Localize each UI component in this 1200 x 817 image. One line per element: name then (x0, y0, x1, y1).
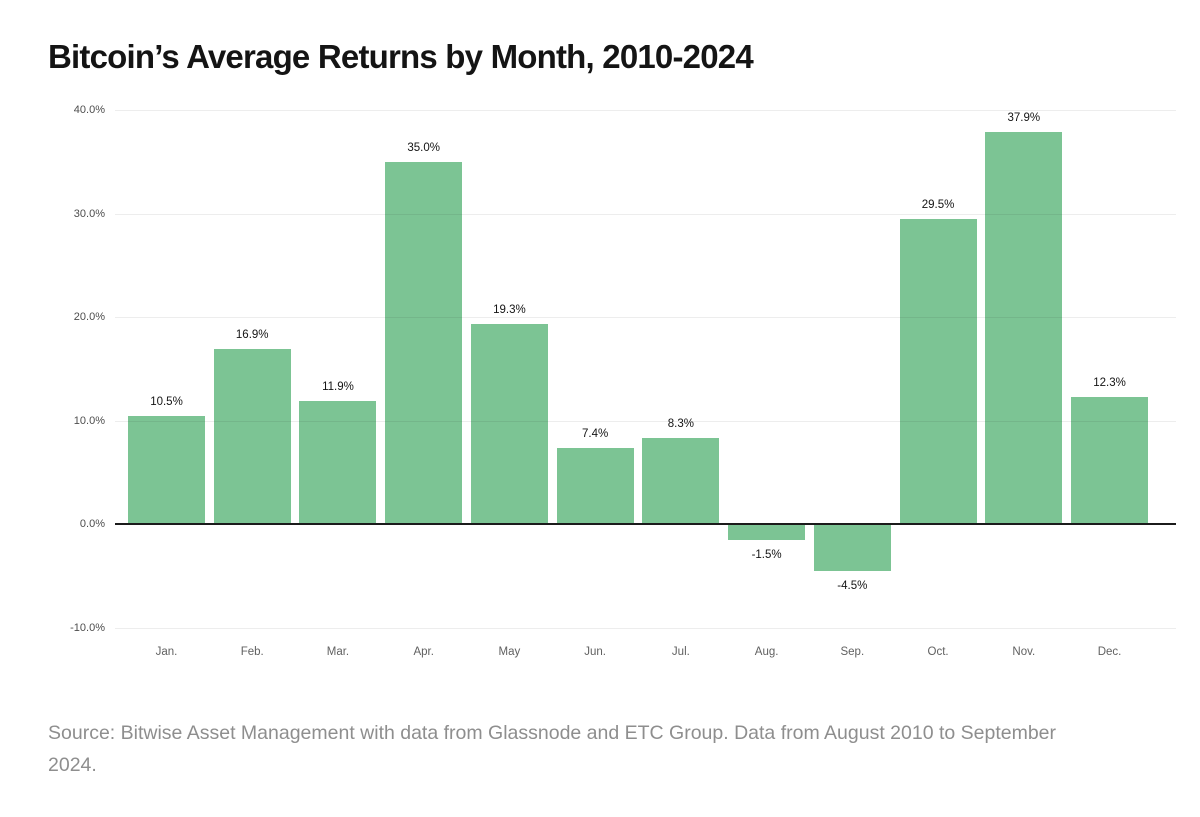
gridline-10 (115, 420, 1176, 422)
value-label-may: 19.3% (493, 304, 526, 317)
month-label-apr: Apr. (413, 646, 434, 658)
y-axis-tick-label: 40.0% (73, 104, 105, 116)
month-label-sep: Sep. (840, 646, 865, 658)
chart-title: Bitcoin’s Average Returns by Month, 2010… (48, 38, 754, 75)
value-label-apr: 35.0% (407, 141, 440, 154)
bar-jul (642, 438, 720, 525)
y-axis-tick-label: 10.0% (73, 414, 105, 427)
value-label-dec: 12.3% (1093, 376, 1126, 389)
bar-apr (385, 161, 463, 525)
bar-dec (1071, 396, 1149, 525)
month-label-may: May (498, 646, 521, 658)
x-axis-zero-line (115, 523, 1176, 526)
value-label-aug: -1.5% (751, 548, 782, 561)
value-label-jul: 8.3% (667, 418, 694, 431)
bar-jan (128, 415, 205, 525)
bar-aug (728, 524, 806, 540)
value-label-feb: 16.9% (235, 329, 269, 342)
gridline--10 (115, 628, 1176, 629)
y-axis-tick-label: 30.0% (73, 207, 105, 220)
month-label-aug: Aug. (754, 646, 779, 658)
value-label-oct: 29.5% (921, 198, 955, 211)
y-axis-tick-label: 20.0% (73, 311, 105, 324)
month-label-feb: Feb. (240, 646, 264, 658)
value-label-nov: 37.9% (1007, 111, 1041, 124)
bar-sep (813, 524, 891, 571)
month-label-jul: Jul. (671, 646, 690, 658)
value-label-sep: -4.5% (837, 580, 868, 593)
month-label-oct: Oct. (927, 646, 949, 658)
bar-feb (213, 349, 291, 525)
gridline-20 (115, 317, 1176, 319)
bar-mar (299, 401, 377, 525)
bar-nov (985, 131, 1063, 525)
month-label-jan: Jan. (155, 646, 178, 658)
month-label-mar: Mar. (326, 646, 350, 658)
value-label-jun: 7.4% (582, 427, 609, 440)
month-label-dec: Dec. (1097, 646, 1122, 658)
month-label-nov: Nov. (1012, 646, 1036, 658)
y-axis-tick-label: -10.0% (70, 622, 105, 634)
gridline-30 (115, 213, 1176, 215)
gridline-40 (115, 110, 1176, 111)
month-label-jun: Jun. (584, 646, 607, 658)
bar-oct (899, 218, 977, 525)
y-axis-tick-label: 0.0% (79, 518, 105, 531)
bar-chart: 10.5% Jan. 16.9% Feb. 11.9% Mar. 35.0% Apr. 19.3… (70, 104, 1176, 658)
value-label-jan: 10.5% (150, 395, 183, 408)
value-label-mar: 11.9% (322, 381, 354, 394)
bar-may (470, 324, 548, 525)
bar-jun (556, 447, 634, 525)
source-note: Source: Bitwise Asset Management with da… (48, 722, 1057, 776)
